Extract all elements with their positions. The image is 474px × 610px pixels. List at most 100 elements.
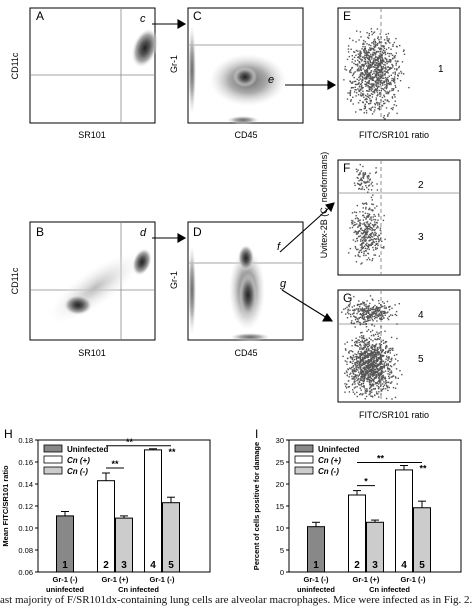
- scatter-dot: [365, 225, 367, 227]
- scatter-dot: [370, 53, 372, 56]
- scatter-dot: [363, 64, 365, 66]
- scatter-dot: [377, 370, 379, 372]
- scatter-dot: [380, 344, 383, 346]
- scatter-dot: [371, 238, 373, 241]
- scatter-dot: [378, 315, 380, 318]
- scatter-dot: [362, 382, 365, 385]
- scatter-dot: [375, 357, 378, 359]
- scatter-dot: [400, 72, 403, 74]
- scatter-dot: [368, 88, 370, 91]
- scatter-dot: [350, 321, 352, 324]
- scatter-dot: [371, 367, 373, 369]
- scatter-dot: [387, 39, 390, 41]
- scatter-dot: [393, 94, 396, 96]
- scatter-dot: [348, 386, 350, 388]
- scatter-dot: [351, 320, 353, 322]
- scatter-dot: [353, 231, 355, 234]
- scatter-dot: [359, 223, 361, 225]
- bar: [395, 469, 413, 573]
- scatter-dot: [385, 33, 387, 36]
- scatter-dot: [349, 92, 351, 94]
- scatter-dot: [382, 376, 385, 379]
- legend-swatch: [294, 455, 314, 464]
- scatter-dot: [366, 300, 368, 302]
- scatter-dot: [373, 354, 375, 357]
- scatter-dot: [363, 353, 366, 355]
- scatter-dot: [371, 259, 373, 262]
- scatter-dot: [367, 318, 369, 320]
- scatter-dot: [352, 96, 354, 98]
- scatter-dot: [359, 255, 361, 258]
- scatter-dot: [351, 82, 354, 84]
- scatter-dot: [394, 358, 397, 360]
- scatter-dot: [353, 211, 356, 213]
- scatter-dot: [367, 257, 370, 259]
- scatter-dot: [372, 353, 375, 355]
- panel-D: D CD45 Gr-1: [169, 221, 304, 358]
- scatter-dot: [383, 81, 385, 84]
- scatter-dot: [379, 366, 381, 368]
- scatter-dot: [378, 77, 380, 80]
- scatter-dot: [373, 238, 375, 240]
- scatter-dot: [370, 346, 372, 348]
- scatter-dot: [346, 317, 349, 319]
- scatter-dot: [391, 314, 394, 316]
- scatter-dot: [381, 45, 383, 47]
- scatter-dot: [373, 378, 375, 381]
- scatter-dot: [347, 368, 349, 370]
- scatter-dot: [365, 303, 367, 306]
- scatter-dot: [372, 91, 374, 93]
- legend-label: Uninfected: [67, 445, 108, 454]
- scatter-dot: [359, 108, 361, 111]
- scatter-dot: [368, 350, 370, 352]
- scatter-dot: [344, 343, 346, 345]
- scatter-dot: [365, 395, 368, 398]
- scatter-dot: [353, 305, 355, 307]
- scatter-dot: [362, 367, 364, 369]
- scatter-dot: [382, 68, 384, 70]
- population-axis: [188, 25, 196, 115]
- scatter-dot: [381, 377, 383, 380]
- legend-label: Uninfected: [318, 445, 359, 454]
- scatter-dot: [378, 353, 380, 355]
- scatter-dot: [355, 211, 358, 214]
- scatter-dot: [369, 65, 371, 67]
- scatter-dot: [381, 58, 384, 60]
- scatter-dot: [359, 173, 361, 175]
- scatter-dot: [370, 314, 372, 317]
- scatter-dot: [369, 55, 371, 57]
- bar-number-label: 2: [103, 560, 109, 571]
- scatter-dot: [356, 217, 358, 219]
- scatter-dot: [372, 363, 374, 365]
- scatter-dot: [359, 58, 362, 60]
- scatter-dot: [364, 46, 366, 48]
- scatter-dot: [361, 247, 363, 250]
- scatter-dot: [374, 362, 377, 365]
- scatter-dot: [359, 99, 361, 102]
- scatter-dot: [368, 81, 370, 83]
- scatter-dot: [366, 176, 369, 178]
- scatter-dot: [361, 310, 364, 312]
- scatter-dot: [373, 356, 375, 358]
- scatter-dot: [349, 91, 352, 93]
- scatter-dot: [364, 228, 367, 230]
- scatter-dot: [365, 78, 367, 80]
- scatter-dot: [363, 235, 366, 237]
- scatter-dot: [356, 361, 358, 363]
- scatter-dot: [379, 227, 382, 229]
- scatter-dot: [367, 75, 369, 77]
- scatter-dot: [376, 91, 379, 93]
- significance-marker: **: [419, 464, 427, 474]
- scatter-dot: [387, 359, 389, 362]
- scatter-dot: [371, 348, 374, 351]
- scatter-dot: [385, 347, 387, 350]
- scatter-dot: [377, 237, 379, 239]
- scatter-dot: [362, 353, 364, 355]
- scatter-dot: [346, 374, 348, 376]
- scatter-dot: [357, 311, 359, 313]
- scatter-dot: [388, 361, 391, 363]
- scatter-dot: [387, 311, 389, 313]
- scatter-dot: [359, 324, 361, 326]
- scatter-dot: [376, 305, 378, 308]
